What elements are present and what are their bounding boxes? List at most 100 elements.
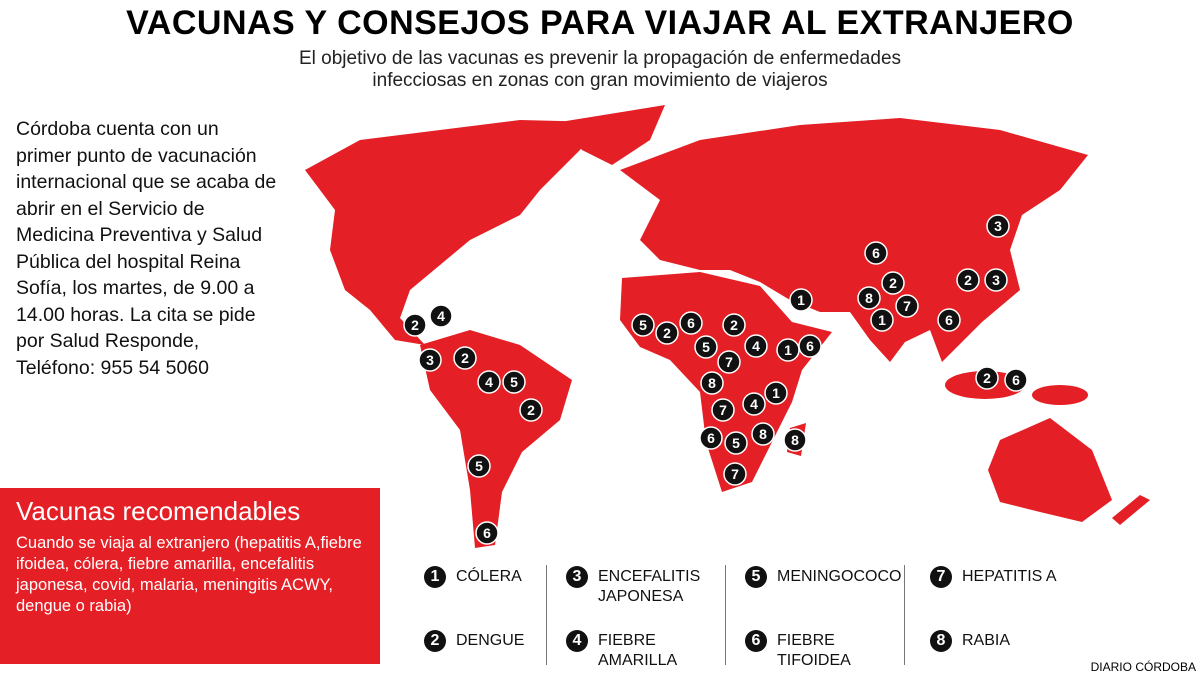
marker [984,268,1008,292]
marker [467,454,491,478]
new-guinea [1032,385,1088,405]
marker [477,370,501,394]
legend-number: 5 [745,566,767,588]
marker [1004,368,1028,392]
marker [711,398,735,422]
marker-label: 7 [719,402,727,418]
legend-item: 2 DENGUE [424,630,574,652]
marker [870,308,894,332]
marker [742,392,766,416]
legend-label: ENCEFALITIS JAPONESA [598,568,701,605]
marker [631,313,655,337]
marker [744,334,768,358]
legend-label: DENGUE [456,632,525,649]
marker-label: 1 [797,292,805,308]
legend-number: 8 [930,630,952,652]
marker [975,366,999,390]
australia [988,418,1112,522]
eurasia [620,118,1088,362]
legend-item: 3 ENCEFALITIS JAPONESA [566,566,716,607]
marker-label: 4 [752,338,760,354]
marker [453,346,477,370]
marker [722,313,746,337]
marker [764,381,788,405]
legend-label: RABIA [962,632,1011,649]
marker-label: 1 [784,342,792,358]
marker-label: 4 [437,308,445,324]
legend-number: 7 [930,566,952,588]
marker-label: 6 [872,245,880,261]
new-zealand [1112,495,1150,525]
marker [937,308,961,332]
marker [403,313,427,337]
vaccine-box: Vacunas recomendables Cuando se viaja al… [0,488,380,664]
marker [881,271,905,295]
marker [798,334,822,358]
credit: DIARIO CÓRDOBA [1090,660,1196,674]
marker-label: 8 [791,432,799,448]
marker-label: 1 [878,312,886,328]
legend-number: 4 [566,630,588,652]
marker [700,371,724,395]
marker-label: 8 [708,375,716,391]
marker-label: 7 [725,354,733,370]
north-america [305,120,600,345]
legend-label: FIEBRE AMARILLA [598,632,678,669]
marker-label: 8 [759,426,767,442]
legend-number: 6 [745,630,767,652]
marker-label: 6 [707,430,715,446]
intro-text: Córdoba cuenta con un primer punto de va… [16,118,277,379]
legend-number: 2 [424,630,446,652]
marker-label: 3 [994,218,1002,234]
marker-label: 8 [865,290,873,306]
separator [904,565,905,665]
marker-label: 7 [731,466,739,482]
marker-label: 2 [461,350,469,366]
marker-label: 2 [730,317,738,333]
marker-label: 2 [663,325,671,341]
legend-item: 5 MENINGOCOCO [745,566,901,588]
marker [857,286,881,310]
marker-label: 5 [639,317,647,333]
legend-item: 8 RABIA [930,630,1080,652]
legend-label: CÓLERA [456,568,522,585]
legend-number: 1 [424,566,446,588]
marker-label: 1 [772,385,780,401]
marker-label: 5 [475,458,483,474]
separator [725,565,726,665]
legend-label: HEPATITIS A [962,568,1057,585]
marker-label: 2 [527,402,535,418]
title: VACUNAS Y CONSEJOS PARA VIAJAR AL EXTRAN… [126,4,1074,42]
marker [655,321,679,345]
marker-label: 5 [510,374,518,390]
legend-number: 3 [566,566,588,588]
marker [723,462,747,486]
legend-label: MENINGOCOCO [777,568,902,585]
marker [783,428,807,452]
marker-label: 7 [903,298,911,314]
marker-label: 5 [702,339,710,355]
legend-item: 1 CÓLERA [424,566,574,588]
marker-label: 6 [687,315,695,331]
marker-label: 6 [806,338,814,354]
marker-label: 2 [964,272,972,288]
subtitle: El objetivo de las vacunas es prevenir l… [298,48,902,91]
marker [956,268,980,292]
marker [789,288,813,312]
separator [546,565,547,665]
legend-label: FIEBRE TIFOIDEA [777,632,851,669]
marker [502,370,526,394]
marker-label: 2 [411,317,419,333]
marker-label: 4 [485,374,493,390]
marker [519,398,543,422]
marker [694,335,718,359]
legend-item: 6 FIEBRE TIFOIDEA [745,630,895,671]
marker-label: 6 [483,525,491,541]
marker [699,426,723,450]
marker [751,422,775,446]
marker-label: 3 [426,352,434,368]
south-america [420,330,572,548]
